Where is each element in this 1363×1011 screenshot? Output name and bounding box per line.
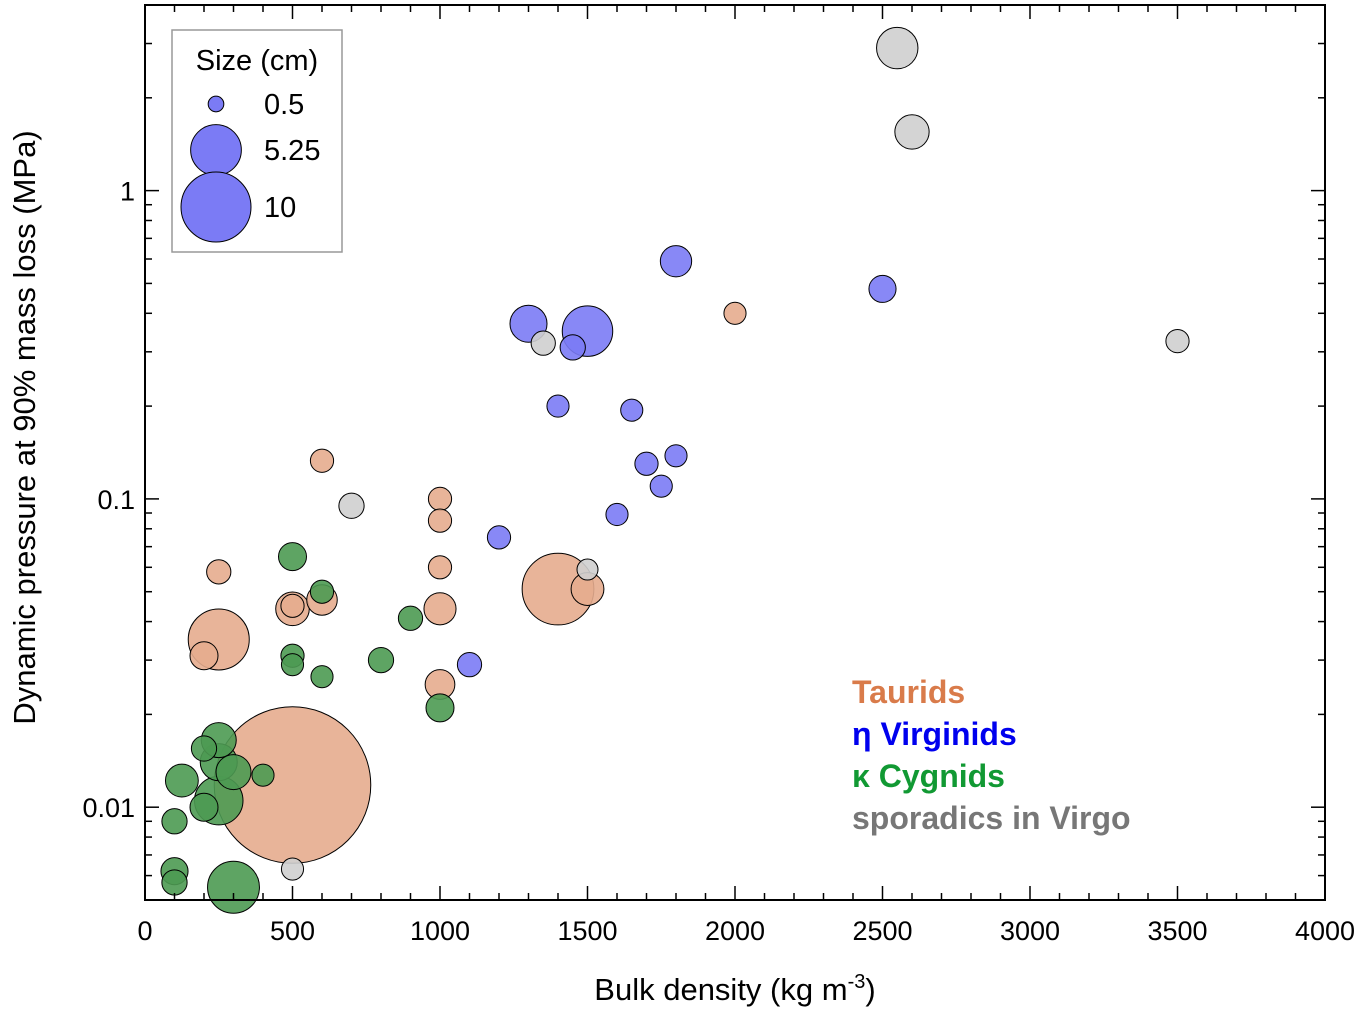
bubble-series-3-point-5 [576,558,599,581]
x-tick-label: 1000 [410,916,470,946]
bubble-series-2-point-10 [161,808,188,835]
size-legend-label: 0.5 [264,89,304,121]
bubble-series-2-point-15 [397,605,424,631]
size-legend: Size (cm) 0.5 5.25 10 [171,29,343,253]
x-tick-label: 2000 [705,916,765,946]
x-axis-title-suffix: ) [865,972,875,1007]
bubble-series-3-point-2 [1165,328,1190,354]
bubble-series-2-point-18 [280,653,305,677]
bubble-series-3-point-1 [894,114,930,150]
bubble-series-1-point-3 [868,274,897,303]
series-legend-label: κ Cygnids [852,758,1005,794]
bubble-series-2-point-5 [164,763,199,798]
x-axis-title-superscript: -3 [848,971,866,993]
bubble-series-0-point-15 [723,301,747,325]
bubble-series-1-point-2 [659,245,693,278]
bubble-series-1-point-4 [559,334,586,361]
series-legend-label: Taurids [852,674,965,710]
size-legend-marker [207,95,225,113]
y-axis-title: Dynamic pressure at 90% mass loss (MPa) [7,130,42,724]
y-tick-label: 0.1 [97,485,135,515]
x-tick-label: 3500 [1147,916,1207,946]
bubble-series-0-point-12 [427,508,453,533]
bubble-series-0-point-7 [189,641,219,671]
bubble-series-2-point-19 [310,665,334,689]
bubble-series-2-point-13 [425,693,455,723]
series-legend-label: η Virginids [852,716,1017,752]
x-tick-label: 4000 [1295,916,1355,946]
bubble-series-1-point-9 [649,474,673,498]
x-tick-label: 2500 [852,916,912,946]
x-tick-label: 500 [270,916,315,946]
bubble-series-2-point-9 [161,869,188,896]
bubble-series-2-point-16 [309,579,335,604]
x-tick-label: 3000 [1000,916,1060,946]
size-legend-label: 5.25 [264,135,320,167]
size-legend-marker [190,124,242,176]
x-tick-label: 0 [137,916,152,946]
size-legend-title: Size (cm) [196,45,318,77]
bubbles-layer [160,26,1190,914]
bubble-series-1-point-7 [634,451,659,476]
bubble-series-1-point-12 [456,652,483,678]
bubble-series-2-point-6 [189,792,219,822]
y-tick-label: 0.01 [82,793,135,823]
y-tick-label: 1 [120,177,135,207]
bubble-series-2-point-4 [215,754,252,791]
bubble-series-0-point-9 [206,559,232,585]
bubble-series-0-point-14 [280,593,305,618]
size-legend-entries: 0.5 5.25 10 [180,89,320,243]
x-tick-label: 1500 [557,916,617,946]
x-axis-title-main: Bulk density (kg m [594,972,847,1007]
size-legend-label: 10 [264,192,296,224]
bubble-series-1-point-10 [605,502,629,527]
bubble-series-2-point-12 [278,542,307,572]
bubble-series-2-point-14 [367,646,395,674]
bubble-series-1-point-6 [620,398,644,422]
bubble-series-0-point-10 [309,448,335,473]
bubble-series-0-point-11 [427,486,453,512]
bubble-series-2-point-0 [207,860,260,914]
bubble-series-0-point-13 [427,555,453,580]
size-legend-marker [180,171,252,243]
bubble-series-1-point-8 [664,444,688,468]
bubble-series-1-point-11 [486,525,512,550]
bubble-series-3-point-0 [876,26,919,70]
x-axis-title: Bulk density (kg m-3) [594,971,875,1007]
tick-labels-layer: 0 500 1000 1500 2000 2500 3000 3500 4000 0.01 0.1 1 [82,177,1355,946]
bubble-series-3-point-6 [280,857,305,881]
ticks-layer [144,4,1326,901]
bubble-series-3-point-4 [338,492,365,519]
series-legend-label: sporadics in Virgo [852,800,1131,836]
bubble-series-2-point-11 [251,763,275,787]
bubble-series-2-point-7 [190,735,218,762]
series-legend: Taurids η Virginids κ Cygnids sporadics in … [852,674,1131,836]
bubble-series-1-point-5 [546,394,570,418]
bubble-series-3-point-3 [530,330,556,356]
bubble-series-0-point-6 [423,592,457,626]
